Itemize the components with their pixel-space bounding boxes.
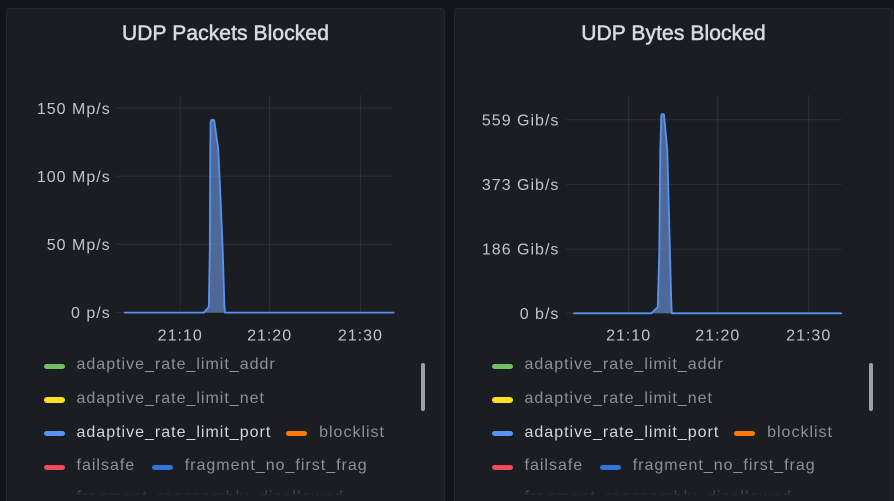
svg-text:100 Mp/s: 100 Mp/s [37, 169, 111, 186]
svg-text:150 Mp/s: 150 Mp/s [37, 101, 111, 118]
svg-text:21:20: 21:20 [247, 328, 292, 345]
svg-text:0 b/s: 0 b/s [520, 306, 560, 323]
svg-text:21:30: 21:30 [786, 328, 831, 345]
svg-text:21:10: 21:10 [158, 328, 203, 345]
svg-text:559 Gib/s: 559 Gib/s [482, 112, 559, 129]
svg-text:21:20: 21:20 [695, 328, 740, 345]
svg-text:21:30: 21:30 [338, 328, 383, 345]
svg-text:373 Gib/s: 373 Gib/s [482, 177, 559, 194]
svg-text:186 Gib/s: 186 Gib/s [482, 242, 559, 259]
svg-text:0 p/s: 0 p/s [71, 305, 111, 322]
svg-text:21:10: 21:10 [606, 328, 651, 345]
svg-text:50 Mp/s: 50 Mp/s [47, 237, 111, 254]
